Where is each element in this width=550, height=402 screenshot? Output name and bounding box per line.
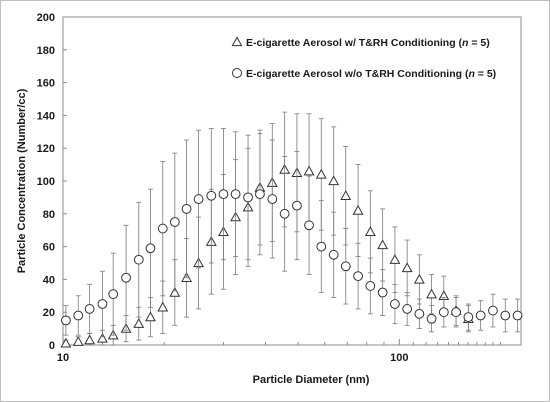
data-point-circle bbox=[377, 287, 388, 298]
legend-label-series-2: E-cigarette Aerosol w/o T&RH Conditionin… bbox=[246, 68, 496, 80]
data-point-triangle bbox=[389, 254, 401, 264]
series-1 bbox=[60, 111, 474, 348]
data-point-circle bbox=[255, 189, 265, 200]
y-tick-label: 0 bbox=[49, 340, 55, 352]
legend-item-series-2: E-cigarette Aerosol w/o T&RH Conditionin… bbox=[232, 68, 496, 80]
data-point-circle bbox=[365, 281, 376, 291]
data-point-circle bbox=[353, 271, 363, 282]
legend-item-series-1: E-cigarette Aerosol w/ T&RH Conditioning… bbox=[231, 36, 490, 49]
x-tick-label: 10 bbox=[57, 352, 69, 364]
data-point-circle bbox=[157, 223, 168, 234]
data-point-triangle bbox=[364, 226, 376, 237]
legend-marker-triangle bbox=[231, 36, 243, 47]
data-point-circle bbox=[193, 194, 204, 204]
data-point-circle bbox=[145, 243, 156, 254]
y-tick-label: 140 bbox=[37, 110, 55, 122]
y-tick-label: 80 bbox=[43, 209, 55, 221]
data-point-circle bbox=[316, 241, 327, 252]
data-point-circle bbox=[243, 192, 253, 203]
data-point-circle bbox=[73, 310, 84, 321]
data-point-circle bbox=[500, 310, 511, 321]
plot-area bbox=[62, 16, 522, 346]
data-point-triangle bbox=[413, 273, 425, 284]
y-tick-label: 120 bbox=[37, 143, 55, 155]
data-point-circle bbox=[279, 208, 290, 219]
y-tick-label: 20 bbox=[43, 307, 55, 319]
data-point-circle bbox=[133, 254, 144, 265]
data-point-circle bbox=[230, 189, 241, 200]
y-tick-label: 160 bbox=[37, 78, 55, 90]
data-point-triangle bbox=[133, 318, 145, 328]
data-point-circle bbox=[512, 310, 523, 321]
data-point-circle bbox=[218, 189, 229, 200]
data-point-triangle bbox=[328, 175, 340, 186]
data-point-triangle bbox=[352, 204, 364, 215]
data-point-circle bbox=[414, 308, 425, 319]
data-point-triangle bbox=[145, 311, 156, 322]
y-tick-label: 60 bbox=[43, 242, 55, 254]
data-point-triangle bbox=[340, 190, 352, 200]
data-point-triangle bbox=[96, 332, 108, 343]
data-point-circle bbox=[402, 304, 413, 314]
data-point-circle bbox=[292, 200, 302, 211]
legend: E-cigarette Aerosol w/ T&RH Conditioning… bbox=[231, 36, 496, 80]
x-axis: 10 100 bbox=[57, 339, 502, 364]
series-layer bbox=[60, 111, 523, 348]
y-axis-title: Particle Concentration (Number/cc) bbox=[16, 88, 28, 273]
series-2 bbox=[60, 128, 523, 338]
y-tick-label: 40 bbox=[43, 274, 55, 286]
data-point-circle bbox=[340, 261, 351, 272]
x-tick-label: 100 bbox=[390, 352, 408, 364]
data-point-circle bbox=[97, 299, 108, 309]
data-point-circle bbox=[475, 310, 486, 321]
x-axis-title: Particle Diameter (nm) bbox=[253, 374, 370, 386]
y-tick-label: 180 bbox=[37, 45, 55, 57]
data-point-triangle bbox=[315, 168, 327, 179]
data-point-triangle bbox=[169, 286, 181, 297]
data-point-circle bbox=[438, 307, 449, 318]
legend-marker-circle bbox=[232, 68, 242, 78]
data-point-triangle bbox=[426, 288, 438, 299]
data-point-circle bbox=[121, 272, 131, 283]
data-point-circle bbox=[84, 304, 95, 314]
data-point-circle bbox=[463, 312, 474, 323]
data-point-circle bbox=[206, 190, 217, 201]
data-point-triangle bbox=[377, 239, 389, 250]
data-point-circle bbox=[426, 313, 437, 324]
data-point-circle bbox=[304, 220, 314, 231]
y-axis: 0 20 40 60 80 100 120 140 160 180 200 bbox=[37, 12, 67, 352]
data-point-circle bbox=[488, 305, 498, 316]
data-point-circle bbox=[267, 194, 278, 204]
data-point-triangle bbox=[401, 262, 413, 273]
data-point-circle bbox=[328, 249, 339, 260]
y-tick-label: 200 bbox=[37, 12, 55, 24]
data-point-circle bbox=[108, 289, 119, 300]
data-point-triangle bbox=[157, 301, 169, 312]
data-point-circle bbox=[60, 315, 71, 326]
data-point-triangle bbox=[72, 336, 84, 346]
data-point-circle bbox=[181, 203, 192, 214]
legend-label-series-1: E-cigarette Aerosol w/ T&RH Conditioning… bbox=[246, 37, 490, 49]
data-point-circle bbox=[451, 307, 462, 318]
data-point-triangle bbox=[84, 334, 96, 345]
y-tick-label: 100 bbox=[37, 176, 55, 188]
data-point-circle bbox=[389, 299, 400, 309]
plot-border bbox=[62, 16, 522, 346]
data-point-circle bbox=[169, 217, 180, 227]
data-point-triangle bbox=[303, 165, 315, 176]
data-point-triangle bbox=[60, 337, 72, 348]
